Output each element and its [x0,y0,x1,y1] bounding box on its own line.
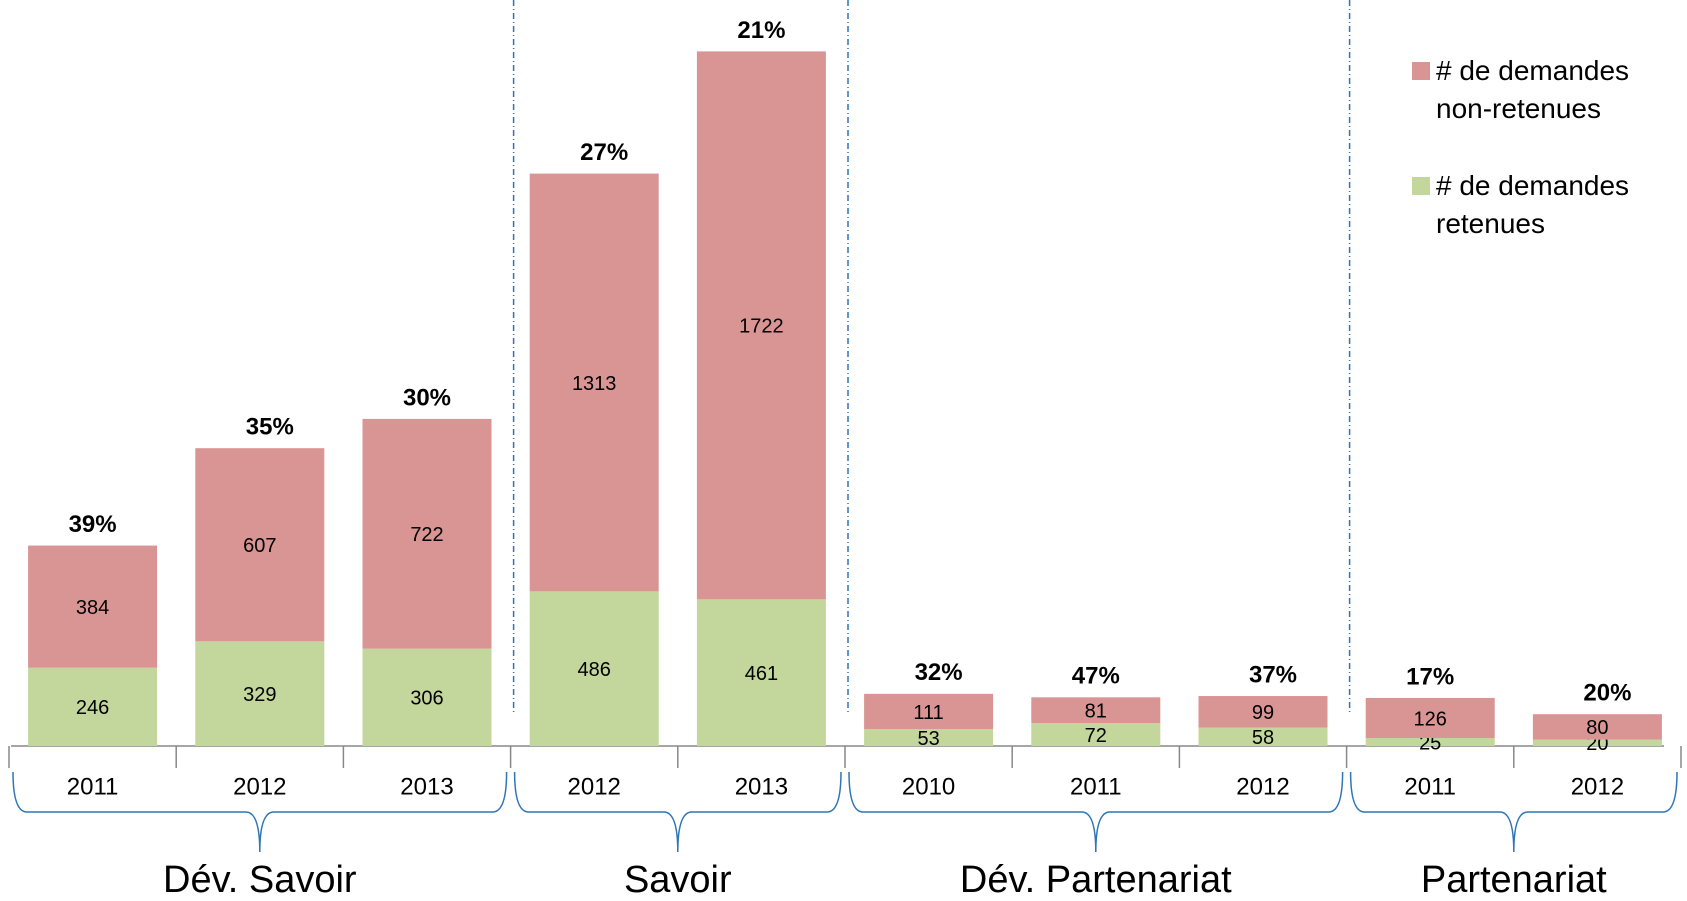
x-tick-label: 2011 [67,773,119,800]
bar-value-label: 53 [917,728,939,750]
bar-segment [696,51,826,600]
share-label: 35% [246,414,294,441]
bar-value-label: 80 [1586,717,1608,739]
bar-segment [195,448,325,642]
bar-value-label: 306 [410,688,443,710]
bar-value-label: 81 [1085,700,1107,722]
bar-segment [1532,739,1662,746]
x-tick-label: 2012 [568,773,621,800]
bar-value-label: 72 [1085,725,1107,747]
bar-value-label: 329 [243,684,276,706]
group-label: Dév. Partenariat [960,859,1232,901]
x-tick-label: 2012 [233,773,286,800]
bar-segment [362,418,492,649]
share-label: 30% [403,384,451,411]
bar-value-label: 461 [745,663,778,685]
bar-segment [696,599,826,746]
legend-entry: # de demandes non-retenues [1412,52,1676,128]
bar-value-label: 1722 [739,316,784,338]
share-label: 17% [1406,663,1454,690]
group-brace [1349,771,1678,853]
bar-value-label: 722 [410,524,443,546]
bar-value-label: 126 [1414,708,1447,730]
x-tick-label: 2011 [1070,773,1122,800]
group-brace [513,771,842,853]
legend-label: # de demandes non-retenues [1436,55,1630,124]
group-brace [848,771,1344,853]
x-tick-label: 2012 [1571,773,1624,800]
bar-segment [1031,723,1161,746]
group-label: Dév. Savoir [163,859,357,901]
bar-segment [195,641,325,746]
bar-segment [1198,727,1328,746]
bar-value-label: 246 [76,697,109,719]
share-label: 20% [1583,680,1631,707]
share-label: 32% [915,659,963,686]
x-tick-label: 2012 [1236,773,1289,800]
x-tick-label: 2013 [400,773,453,800]
bar-segment [529,591,659,746]
bar-segment [1532,714,1662,740]
legend-entry: # de demandes retenues [1412,167,1676,243]
bar-segment [28,667,158,746]
share-label: 47% [1072,663,1120,690]
legend-swatch [1412,177,1430,195]
x-tick-label: 2013 [735,773,788,800]
share-label: 21% [737,17,785,44]
legend-label: # de demandes retenues [1436,170,1630,239]
legend-swatch [1412,62,1430,80]
bar-value-label: 58 [1252,727,1274,749]
bar-segment [362,648,492,746]
group-brace [12,771,508,853]
bar-value-label: 486 [578,659,611,681]
bar-segment [1365,697,1495,739]
x-tick-label: 2011 [1404,773,1456,800]
bar-value-label: 111 [913,702,943,724]
group-label: Partenariat [1421,859,1607,901]
bar-segment [864,729,994,746]
bar-segment [529,173,659,592]
bar-value-label: 607 [243,535,276,557]
bar-value-label: 1313 [572,373,617,395]
bar-segment [1031,697,1161,724]
bar-segment [1365,738,1495,746]
share-label: 27% [580,139,628,166]
x-tick-label: 2010 [902,773,955,800]
group-label: Savoir [624,859,732,901]
share-label: 39% [69,511,117,538]
bar-segment [864,693,994,730]
bar-value-label: 99 [1252,702,1274,724]
bar-segment [28,545,158,668]
bar-value-label: 384 [76,597,109,619]
share-label: 37% [1249,661,1297,688]
bar-segment [1198,696,1328,728]
